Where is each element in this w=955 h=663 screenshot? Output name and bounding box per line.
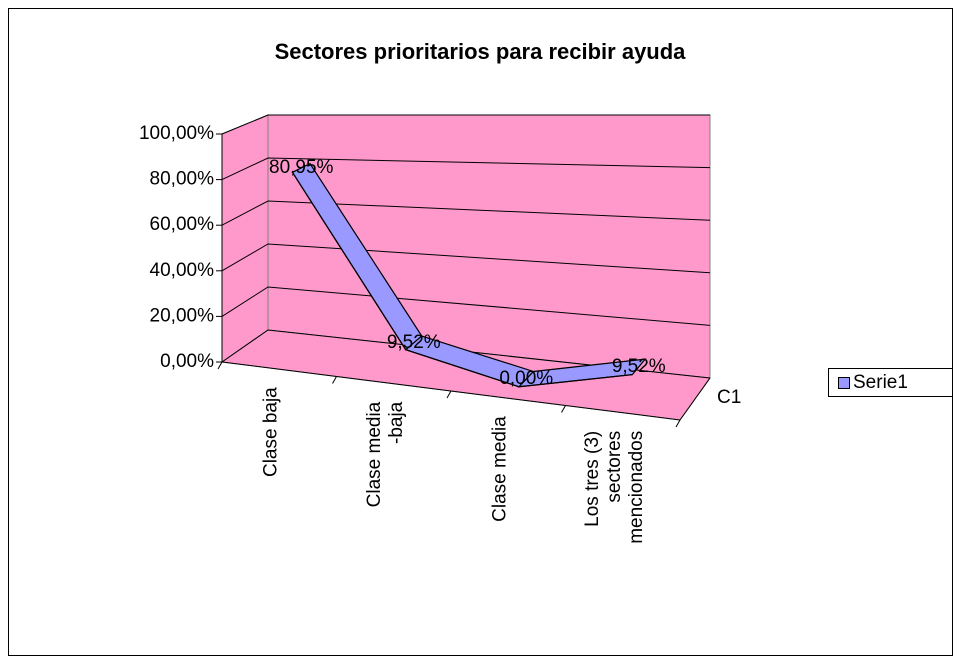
data-label: 9,52%: [387, 332, 441, 353]
x-tick: [675, 419, 681, 428]
data-label: 0,00%: [499, 368, 553, 389]
y-tick-label: 40,00%: [150, 260, 215, 281]
x-tick: [332, 376, 337, 384]
legend-label: Serie1: [853, 372, 908, 393]
chart-title: Sectores prioritarios para recibir ayuda: [275, 39, 687, 64]
legend: Serie1: [828, 368, 953, 397]
x-tick-label: Clase media: [489, 416, 510, 522]
y-tick-label: 20,00%: [150, 305, 215, 326]
grid-line: [221, 329, 711, 379]
x-tick-label-line: Clase media: [364, 401, 385, 507]
depth-axis: [679, 377, 711, 421]
x-tick-label-line: sectores: [604, 431, 625, 508]
depth-label: C1: [717, 387, 741, 408]
grid-line: [221, 114, 710, 135]
grid-line: [221, 200, 711, 226]
grid-line: [221, 286, 711, 326]
y-tick-label: 100,00%: [139, 123, 214, 144]
y-tick-label: 80,00%: [150, 169, 215, 190]
x-tick-label-line: mencionados: [626, 431, 647, 549]
x-tick-label: Clase media -baja: [364, 401, 407, 507]
x-tick-label-line: -baja: [386, 401, 407, 449]
grid-line: [221, 243, 711, 274]
x-tick: [446, 390, 452, 399]
legend-swatch: [838, 377, 850, 389]
side-wall: [221, 114, 269, 363]
x-tick: [561, 405, 566, 413]
grid-line: [221, 157, 711, 181]
series-line: [291, 171, 633, 388]
x-tick-label-line: Los tres (3): [582, 431, 603, 527]
y-tick-label: 0,00%: [160, 351, 214, 372]
data-label: 80,95%: [269, 157, 334, 178]
x-tick-label: Clase baja: [260, 387, 281, 477]
x-tick-label: Los tres (3) sectores mencionados: [582, 431, 647, 549]
y-tick-label: 60,00%: [150, 214, 215, 235]
data-label: 9,52%: [612, 356, 666, 377]
x-tick: [217, 361, 223, 370]
